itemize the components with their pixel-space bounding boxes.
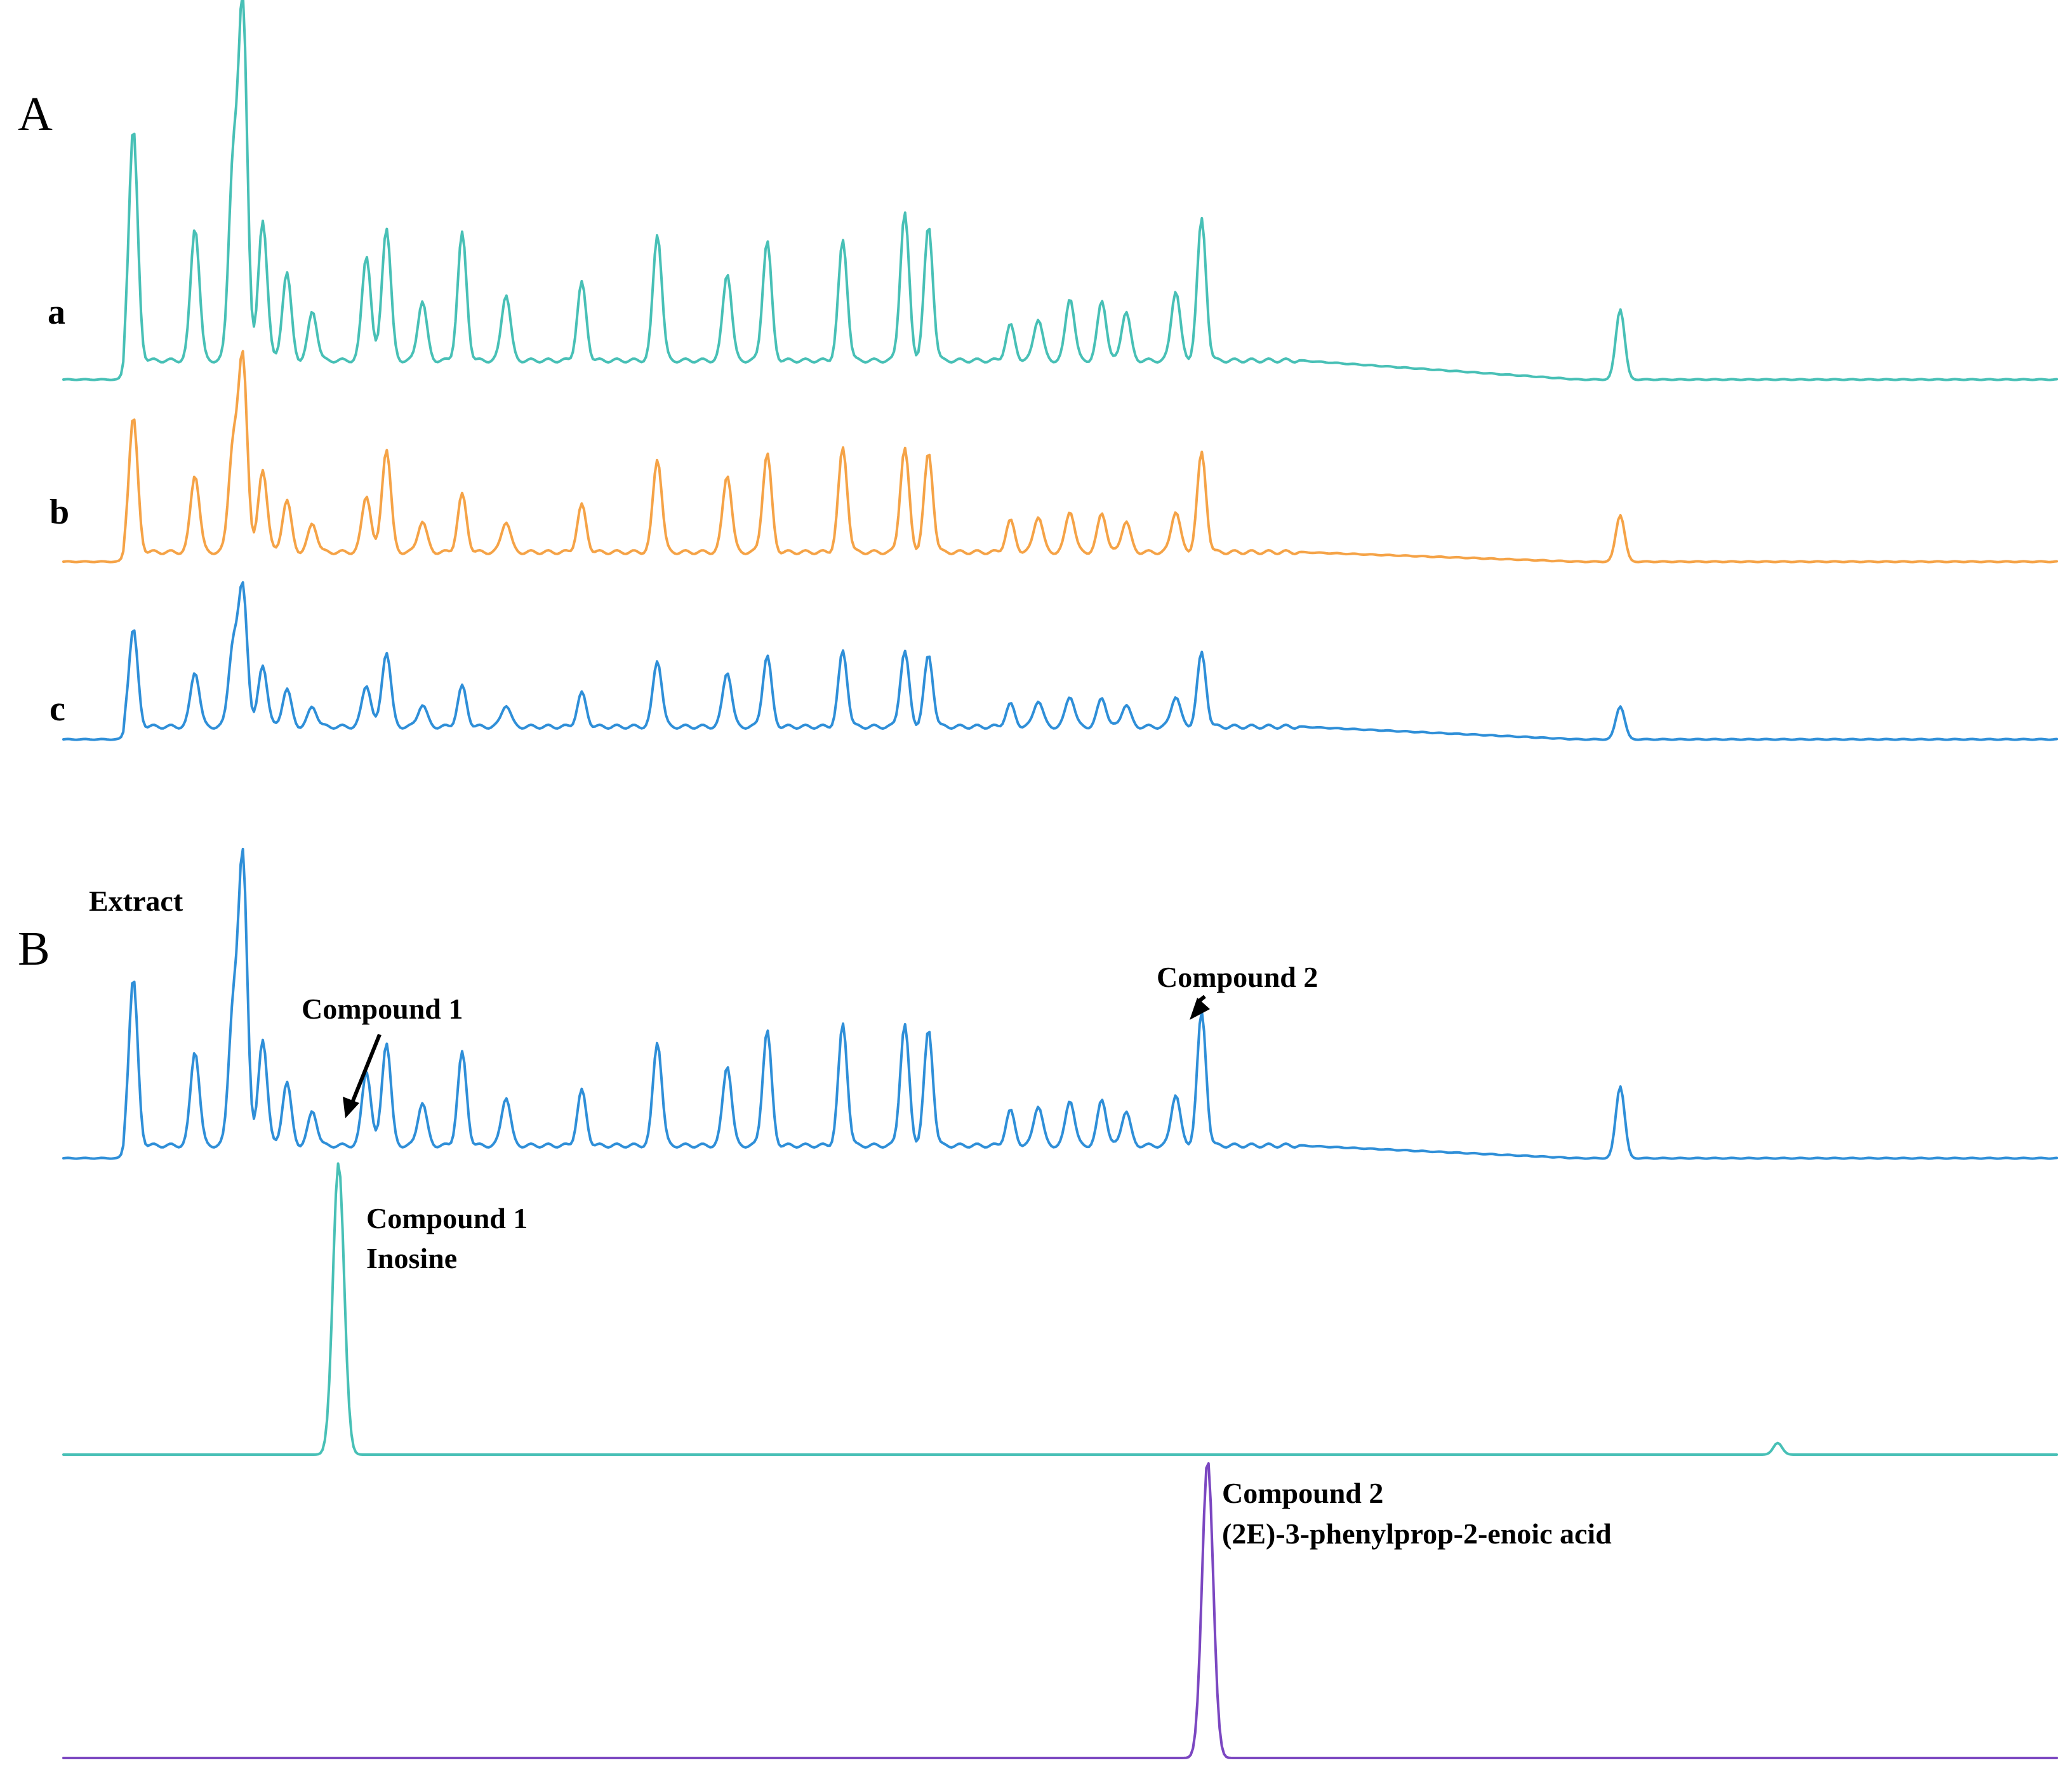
compound1-arrowhead xyxy=(343,1097,359,1118)
compound2-name-line2: (2E)-3-phenylprop-2-enoic acid xyxy=(1222,1517,1612,1550)
panel-a-label: A xyxy=(18,88,53,141)
trace-b-2 xyxy=(62,1162,2058,1456)
compound1-arrow xyxy=(349,1033,382,1107)
compound2-name-line1: Compound 2 xyxy=(1222,1477,1383,1509)
trace-b-3 xyxy=(62,1462,2058,1759)
compound1-arrow-label: Compound 1 xyxy=(302,993,463,1025)
compound1-name-line2: Inosine xyxy=(366,1242,457,1274)
trace-a-label: a xyxy=(48,293,65,332)
compound2-arrow-label: Compound 2 xyxy=(1157,961,1318,993)
trace-b-label: b xyxy=(50,492,69,532)
trace-a-2 xyxy=(62,350,2058,564)
trace-layer xyxy=(62,0,2058,1759)
trace-a-1 xyxy=(62,0,2058,381)
compound2-arrowhead xyxy=(1190,998,1210,1020)
compound1-name-line1: Compound 1 xyxy=(366,1202,528,1234)
panel-b-label: B xyxy=(18,922,50,975)
extract-label: Extract xyxy=(89,885,183,917)
trace-b-1 xyxy=(62,847,2058,1160)
trace-c-label: c xyxy=(50,689,65,729)
trace-a-3 xyxy=(62,581,2058,741)
